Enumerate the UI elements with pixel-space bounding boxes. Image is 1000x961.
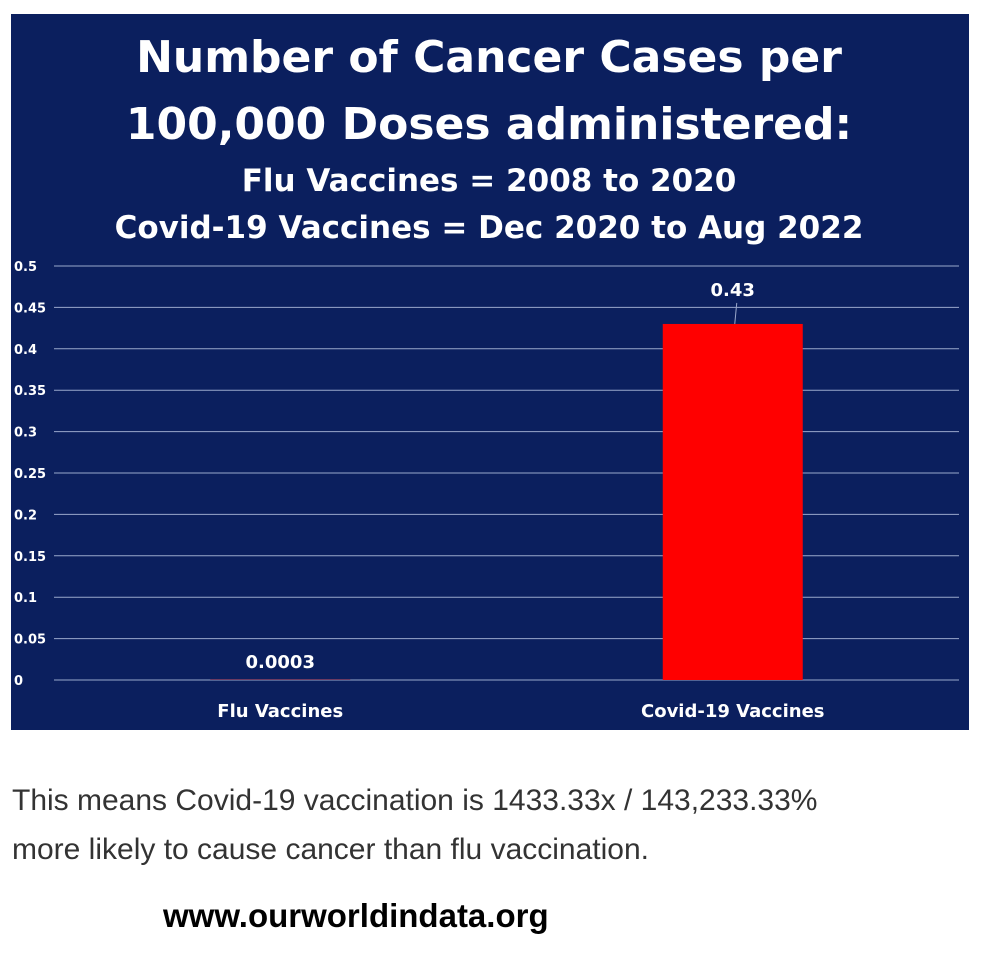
y-tick-label: 0.2 (14, 508, 37, 523)
caption-line-1: This means Covid-19 vaccination is 1433.… (12, 784, 818, 817)
bar (662, 323, 803, 680)
y-tick-label: 0.45 (14, 301, 46, 316)
bars (210, 323, 803, 680)
caption-line-2: more likely to cause cancer than flu vac… (12, 833, 649, 866)
chart-panel: Number of Cancer Cases per 100,000 Doses… (11, 14, 969, 730)
bar-chart: Number of Cancer Cases per 100,000 Doses… (14, 32, 959, 722)
data-label: 0.0003 (246, 652, 315, 673)
y-tick-label: 0.35 (14, 384, 46, 399)
data-label-leader (734, 302, 738, 325)
y-tick-label: 0.3 (14, 426, 37, 441)
y-tick-label: 0.4 (14, 343, 37, 358)
chart-subtitle-line-1: Flu Vaccines = 2008 to 2020 (242, 163, 737, 199)
y-tick-label: 0.05 (14, 633, 46, 648)
data-label: 0.43 (711, 280, 755, 301)
x-category-label: Covid-19 Vaccines (641, 701, 825, 722)
y-axis-ticks: 0 0.05 0.1 0.15 0.2 0.25 0.3 0.35 0.4 0.45 0.5 (14, 260, 46, 689)
y-tick-label: 0 (14, 674, 23, 689)
chart-subtitle-line-2: Covid-19 Vaccines = Dec 2020 to Aug 2022 (115, 210, 864, 246)
chart-title-line-2: 100,000 Doses administered: (126, 99, 852, 150)
chart-title-line-1: Number of Cancer Cases per (136, 32, 842, 83)
y-tick-label: 0.1 (14, 591, 37, 606)
gridlines (54, 265, 959, 681)
caption-text: This means Covid-19 vaccination is 1433.… (12, 776, 972, 874)
x-axis-labels: Flu Vaccines Covid-19 Vaccines (217, 701, 824, 722)
y-tick-label: 0.25 (14, 467, 46, 482)
y-tick-label: 0.15 (14, 550, 46, 565)
y-tick-label: 0.5 (14, 260, 37, 275)
x-category-label: Flu Vaccines (217, 701, 343, 722)
source-url: www.ourworldindata.org (163, 897, 549, 934)
data-labels: 0.0003 0.43 (246, 280, 755, 673)
